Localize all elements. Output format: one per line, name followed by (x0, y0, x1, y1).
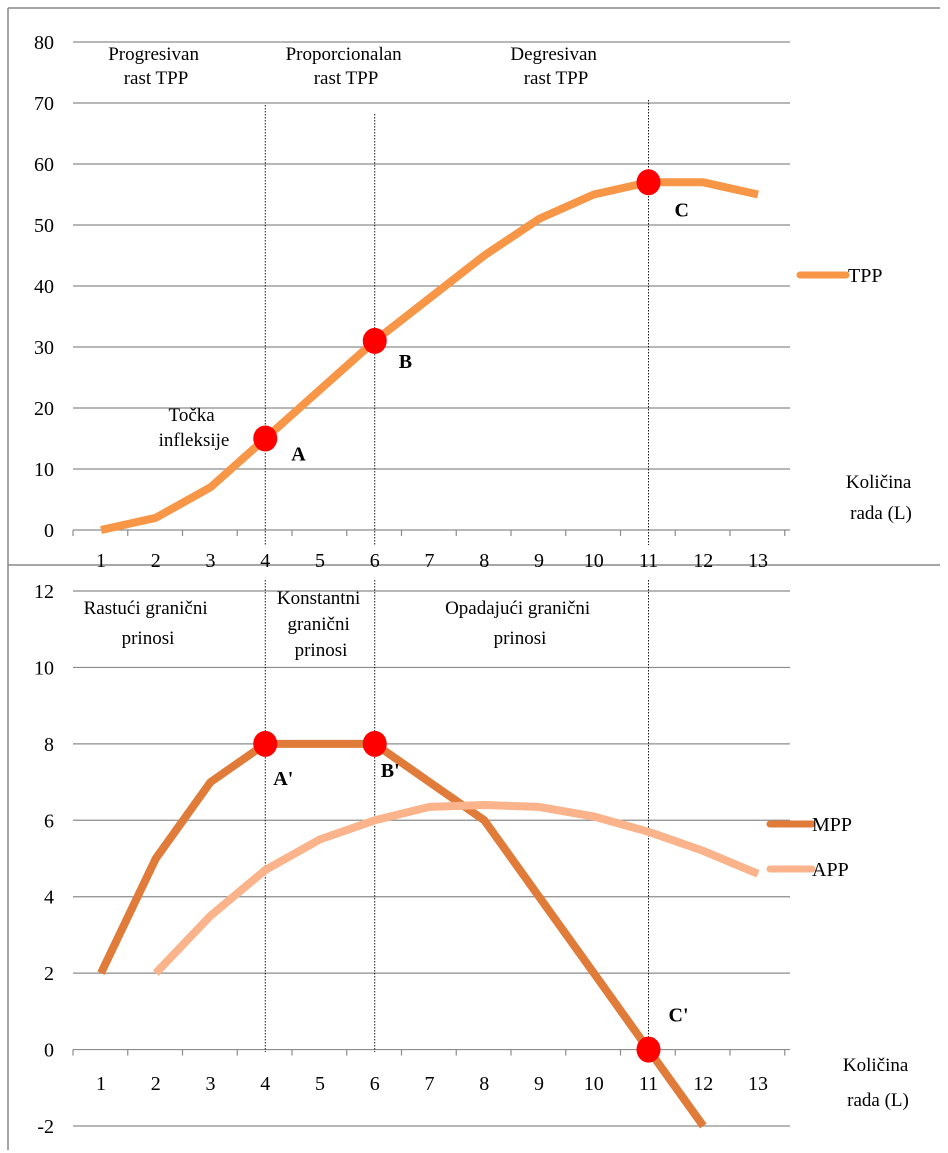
bot-y-tick-label: 10 (34, 657, 54, 679)
legend-label-app: APP (812, 859, 849, 881)
bot-point-label-2: B' (381, 760, 400, 782)
top-x-tick-label: 10 (584, 550, 604, 572)
top-y-tick-label: 70 (34, 93, 54, 115)
bot-point-marker-1 (253, 730, 278, 757)
tpp-legend: TPP (796, 265, 882, 287)
mpp-app-x-axis-label: Količina rada (L) (843, 1055, 913, 1111)
bot-x-tick-label: 11 (639, 1073, 658, 1095)
stage-label-opadajuci: Opadajući granični prinosi (445, 598, 595, 649)
top-x-tick-label: 13 (748, 550, 768, 572)
stage-label-konstantni: Konstantni granični prinosi (277, 588, 365, 661)
top-y-tick-label: 30 (34, 337, 54, 359)
top-x-tick-label: 3 (206, 550, 216, 572)
top-y-tick-label: 80 (34, 32, 54, 54)
top-x-tick-label: 12 (693, 550, 713, 572)
stage-label-degresivan: Degresivan rast TPP (510, 44, 601, 89)
bot-x-tick-label: 3 (206, 1073, 216, 1095)
top-y-tick-label: 40 (34, 276, 54, 298)
bot-x-tick-label: 13 (748, 1073, 768, 1095)
top-x-tick-label: 8 (479, 550, 489, 572)
bottom-panel-frame (7, 564, 940, 1150)
bot-x-tick-label: 12 (693, 1073, 713, 1095)
tpp-key-points: A B C (253, 169, 689, 466)
top-x-tick-label: 1 (96, 550, 106, 572)
series-line-mpp (97, 739, 707, 1129)
top-point-label-1: A (291, 444, 306, 466)
top-x-tick-label: 4 (260, 550, 270, 572)
tpp-gridlines (72, 41, 790, 536)
legend-label-mpp: MPP (812, 814, 852, 836)
mpp-app-legend: MPP APP (766, 814, 852, 881)
mpp-app-y-tick-labels: -2 0 2 4 6 8 10 12 (34, 581, 54, 1138)
top-x-tick-label: 6 (370, 550, 380, 572)
top-panel-frame (7, 7, 940, 565)
top-y-tick-label: 60 (34, 154, 54, 176)
mpp-app-key-points: A' B' C' (253, 730, 689, 1063)
bot-point-marker-2 (362, 730, 387, 757)
legend-label-tpp: TPP (848, 265, 882, 287)
top-y-tick-label: 50 (34, 215, 54, 237)
bot-x-tick-label: 10 (584, 1073, 604, 1095)
top-x-tick-label: 9 (534, 550, 544, 572)
top-point-label-3: C (675, 199, 689, 221)
bot-y-tick-label: 6 (44, 810, 54, 832)
top-point-marker-3 (636, 169, 661, 196)
bot-point-marker-3 (636, 1036, 661, 1063)
tpp-guide-lines (264, 100, 649, 545)
stage-label-progresivan: Progresivan rast TPP (108, 44, 204, 89)
bot-point-label-1: A' (273, 768, 293, 790)
top-y-tick-label: 10 (34, 459, 54, 481)
top-y-tick-label: 20 (34, 398, 54, 420)
tpp-x-axis-label: Količina rada (L) (846, 472, 916, 524)
bot-x-tick-label: 1 (96, 1073, 106, 1095)
bot-x-tick-label: 4 (260, 1073, 270, 1095)
mpp-app-series (97, 739, 760, 1129)
bot-y-tick-label: 12 (34, 581, 54, 603)
top-point-marker-2 (362, 327, 387, 354)
top-point-label-2: B (399, 351, 412, 373)
bot-y-tick-label: 0 (44, 1040, 54, 1062)
bot-x-tick-label: 6 (370, 1073, 380, 1095)
top-x-tick-label: 2 (151, 550, 161, 572)
bot-y-tick-label: 4 (44, 887, 54, 909)
bot-y-tick-label: 2 (44, 963, 54, 985)
bot-x-tick-label: 9 (534, 1073, 544, 1095)
bot-x-tick-label: 2 (151, 1073, 161, 1095)
stage-label-rastuci: Rastući granični prinosi (84, 598, 213, 649)
series-line-tpp (100, 178, 759, 534)
bot-y-tick-label: 8 (44, 734, 54, 756)
top-x-tick-label: 11 (639, 550, 658, 572)
stage-label-proporcionalan: Proporcionalan rast TPP (286, 44, 407, 89)
mpp-app-guide-lines (264, 580, 649, 1052)
bot-x-tick-label: 8 (479, 1073, 489, 1095)
top-point-marker-1 (253, 425, 278, 452)
inflection-label: Točka infleksije (159, 405, 230, 451)
top-x-tick-label: 5 (315, 550, 325, 572)
series-line-app (152, 801, 760, 976)
top-y-tick-label: 0 (44, 520, 54, 542)
bot-point-label-3: C' (669, 1005, 689, 1027)
top-x-tick-label: 7 (425, 550, 435, 572)
bot-x-tick-label: 5 (315, 1073, 325, 1095)
mpp-app-gridlines (72, 590, 790, 1127)
bot-y-tick-label: -2 (37, 1116, 54, 1138)
tpp-y-tick-labels: 0 10 20 30 40 50 60 70 80 (34, 32, 54, 542)
tpp-x-tick-labels: 1 2 3 4 5 6 7 8 9 10 11 12 13 (96, 550, 768, 572)
bot-x-tick-label: 7 (425, 1073, 435, 1095)
tpp-series (100, 178, 759, 534)
mpp-app-x-tick-labels: 1 2 3 4 5 6 7 8 9 10 11 12 13 (96, 1073, 768, 1095)
